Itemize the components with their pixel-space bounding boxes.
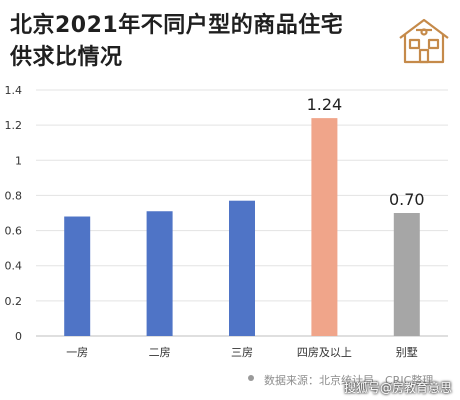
source-dot-icon [248,375,254,381]
data-source: 数据来源：北京统计局，CRIC整理 [264,374,434,387]
bar [393,213,420,336]
watermark: 搜狐号@房教育意思 [343,381,452,395]
bar [229,200,255,336]
bar [311,118,338,336]
x-tick-label: 别墅 [396,346,418,359]
chart-title: 北京2021年不同户型的商品住宅 供求比情况 [10,10,390,74]
y-tick-label: 1.2 [5,119,23,132]
title-line-1: 北京2021年不同户型的商品住宅 [10,13,344,38]
y-tick-label: 0.4 [5,260,23,273]
x-tick-label: 一房 [66,346,88,359]
y-tick-label: 0 [15,330,22,343]
y-tick-label: 0.6 [5,225,23,238]
y-tick-label: 0.2 [5,295,23,308]
x-tick-label: 二房 [149,346,171,359]
bar [64,216,91,336]
y-tick-label: 1 [15,154,22,167]
data-label: 1.24 [307,95,343,114]
bar [146,211,173,336]
data-label: 0.70 [389,190,425,209]
y-tick-label: 1.4 [5,84,23,97]
house-icon [396,12,452,68]
x-tick-label: 三房 [231,346,253,359]
chart-footer: 数据来源：北京统计局，CRIC整理 搜狐号@房教育意思 [0,370,460,400]
y-tick-label: 0.8 [5,189,23,202]
x-tick-label: 四房及以上 [297,346,352,359]
title-line-2: 供求比情况 [10,45,123,70]
bar-chart: 0 0.2 0.4 0.6 0.8 1 1.2 1.4 一房 二房 三房 四房及以上 别墅 1.24 0.7… [0,80,460,370]
